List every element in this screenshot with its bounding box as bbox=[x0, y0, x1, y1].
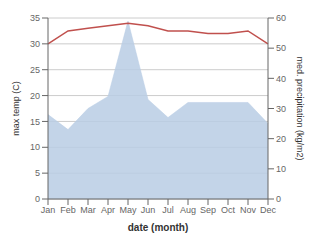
svg-text:Dec: Dec bbox=[260, 205, 277, 215]
svg-text:0: 0 bbox=[276, 194, 281, 204]
svg-text:10: 10 bbox=[276, 164, 286, 174]
svg-text:35: 35 bbox=[30, 13, 40, 23]
svg-text:50: 50 bbox=[276, 43, 286, 53]
svg-text:5: 5 bbox=[35, 168, 40, 178]
svg-text:med. precipitation (kg/m2): med. precipitation (kg/m2) bbox=[295, 56, 305, 160]
svg-text:20: 20 bbox=[276, 134, 286, 144]
svg-text:40: 40 bbox=[276, 74, 286, 84]
svg-text:Jun: Jun bbox=[141, 205, 156, 215]
svg-text:date (month): date (month) bbox=[128, 222, 189, 233]
svg-text:Sep: Sep bbox=[200, 205, 216, 215]
svg-text:Feb: Feb bbox=[60, 205, 76, 215]
svg-text:0: 0 bbox=[35, 194, 40, 204]
svg-text:Oct: Oct bbox=[221, 205, 236, 215]
svg-text:15: 15 bbox=[30, 117, 40, 127]
svg-text:Jan: Jan bbox=[41, 205, 56, 215]
svg-text:20: 20 bbox=[30, 91, 40, 101]
svg-text:max temp (C): max temp (C) bbox=[11, 81, 21, 136]
svg-text:25: 25 bbox=[30, 65, 40, 75]
svg-text:Mar: Mar bbox=[80, 205, 96, 215]
svg-text:May: May bbox=[119, 205, 137, 215]
svg-text:10: 10 bbox=[30, 142, 40, 152]
svg-text:Jul: Jul bbox=[162, 205, 174, 215]
svg-text:60: 60 bbox=[276, 13, 286, 23]
svg-text:Apr: Apr bbox=[101, 205, 115, 215]
svg-text:30: 30 bbox=[276, 104, 286, 114]
svg-text:Nov: Nov bbox=[240, 205, 257, 215]
svg-text:Aug: Aug bbox=[180, 205, 196, 215]
svg-text:30: 30 bbox=[30, 39, 40, 49]
